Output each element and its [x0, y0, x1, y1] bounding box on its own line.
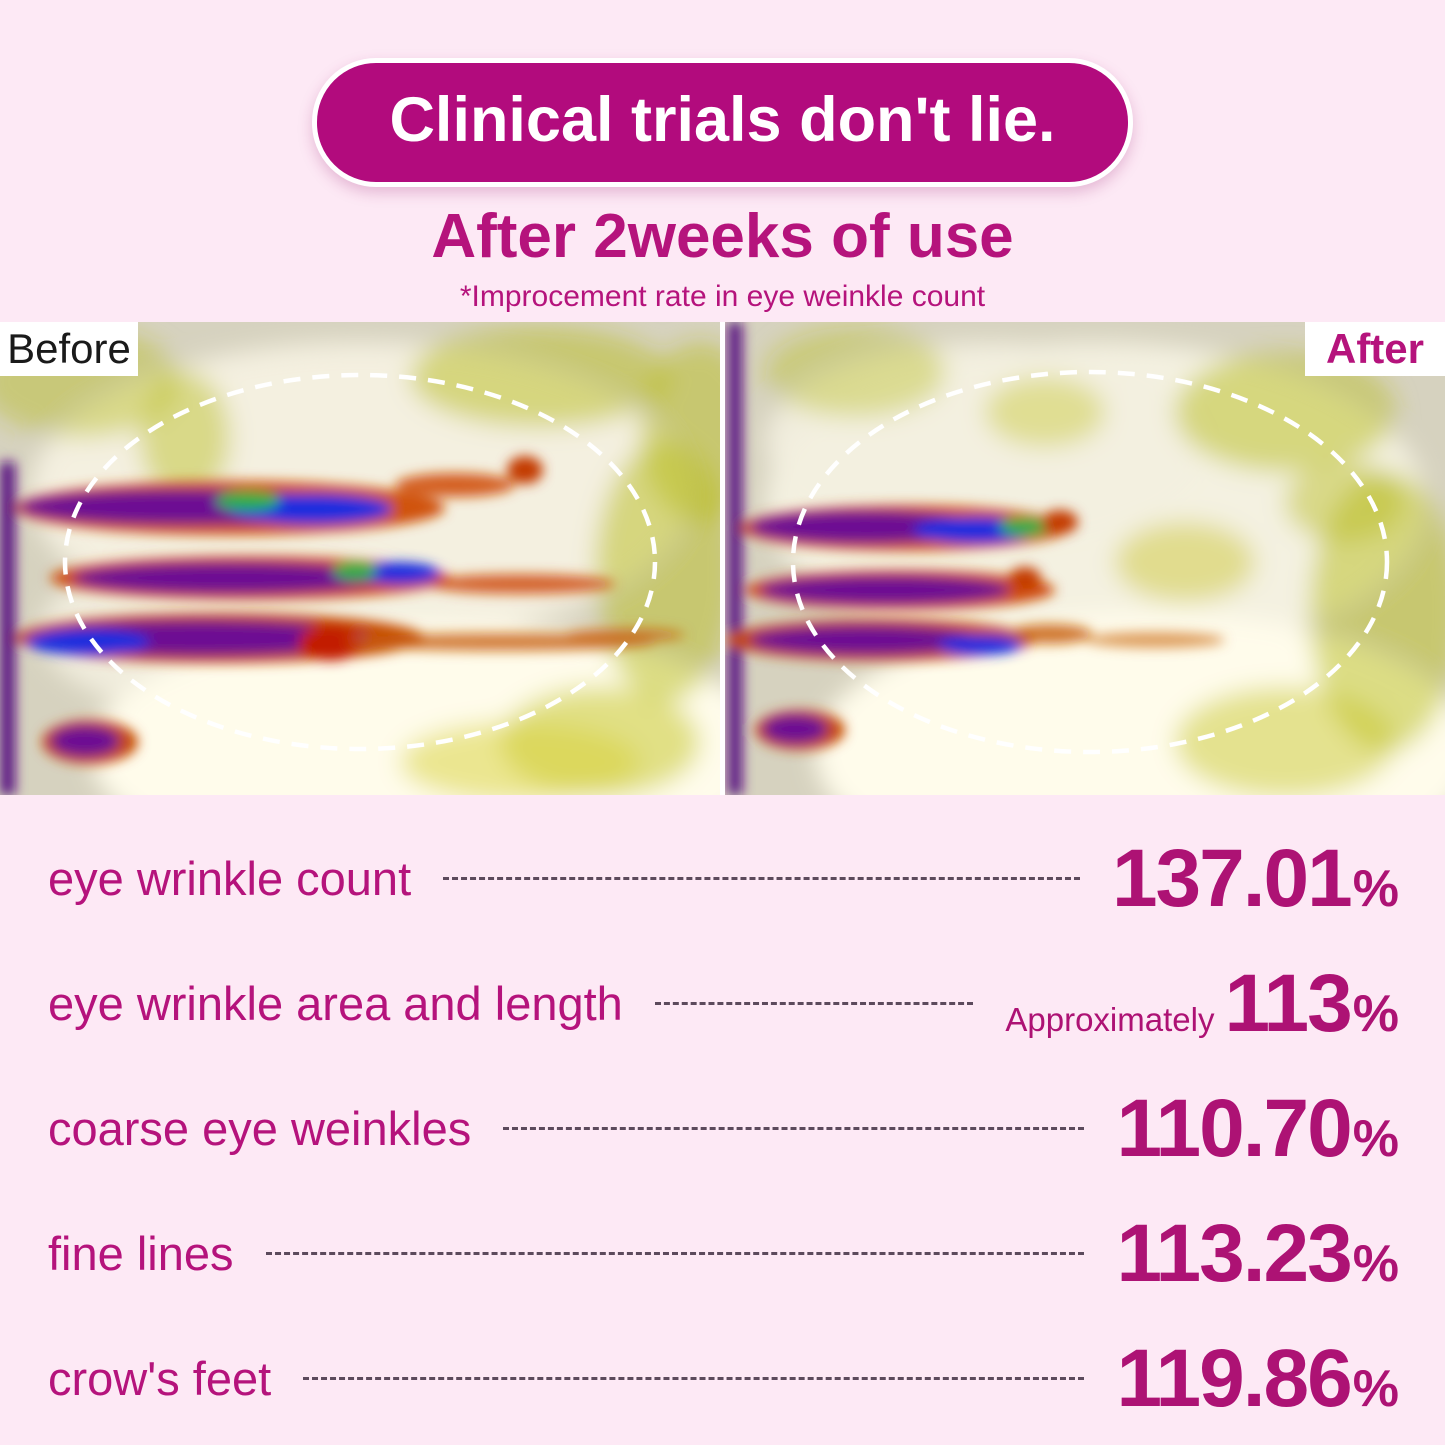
- metric-value: Approximately 113 %: [1005, 957, 1399, 1051]
- subtitle: After 2weeks of use: [431, 202, 1014, 271]
- metric-value: 110.70 %: [1116, 1082, 1399, 1176]
- metric-value: 119.86 %: [1116, 1332, 1399, 1426]
- before-thermal-image: Before: [0, 322, 720, 795]
- dotted-leader-line: [503, 1127, 1085, 1130]
- after-thermal-image: After: [725, 322, 1445, 795]
- percent-sign: %: [1352, 1109, 1399, 1168]
- metric-row-fine-lines: fine lines 113.23 %: [48, 1191, 1399, 1316]
- before-after-comparison: Before: [0, 322, 1445, 795]
- percent-sign: %: [1352, 1234, 1399, 1293]
- footnote: *Improcement rate in eye weinkle count: [459, 280, 986, 313]
- metric-row-coarse-eye-wrinkles: coarse eye weinkles 110.70 %: [48, 1066, 1399, 1191]
- metric-row-crows-feet: crow's feet 119.86 %: [48, 1316, 1399, 1441]
- header: Clinical trials don't lie. After 2weeks …: [0, 0, 1445, 314]
- metric-prefix: Approximately: [1005, 1000, 1215, 1038]
- metric-row-eye-wrinkle-area-length: eye wrinkle area and length Approximatel…: [48, 941, 1399, 1066]
- before-highlight-ellipse: [62, 372, 658, 752]
- after-label: After: [1305, 322, 1445, 376]
- before-label: Before: [0, 322, 138, 376]
- percent-sign: %: [1352, 859, 1399, 918]
- dotted-leader-line: [654, 1002, 974, 1005]
- metric-number: 110.70: [1116, 1082, 1352, 1174]
- dotted-leader-line: [265, 1252, 1085, 1255]
- metric-number: 113: [1224, 957, 1352, 1049]
- dotted-leader-line: [443, 877, 1080, 880]
- improvement-metrics-list: eye wrinkle count 137.01 % eye wrinkle a…: [48, 816, 1399, 1441]
- before-thermal-graphic: [0, 322, 720, 795]
- metric-number: 137.01: [1111, 832, 1353, 924]
- metric-label: eye wrinkle area and length: [48, 977, 623, 1030]
- after-highlight-ellipse: [790, 369, 1390, 755]
- metric-number: 113.23: [1116, 1207, 1352, 1299]
- percent-sign: %: [1352, 1359, 1399, 1418]
- metric-label: coarse eye weinkles: [48, 1102, 472, 1155]
- dotted-leader-line: [303, 1377, 1085, 1380]
- metric-value: 137.01 %: [1112, 832, 1399, 926]
- after-thermal-graphic: [725, 322, 1445, 795]
- metric-label: crow's feet: [48, 1352, 272, 1405]
- metric-row-eye-wrinkle-count: eye wrinkle count 137.01 %: [48, 816, 1399, 941]
- percent-sign: %: [1352, 984, 1399, 1043]
- metric-value: 113.23 %: [1116, 1207, 1399, 1301]
- metric-number: 119.86: [1116, 1332, 1352, 1424]
- metric-label: fine lines: [48, 1227, 234, 1280]
- metric-label: eye wrinkle count: [48, 852, 412, 905]
- headline-pill: Clinical trials don't lie.: [312, 58, 1133, 187]
